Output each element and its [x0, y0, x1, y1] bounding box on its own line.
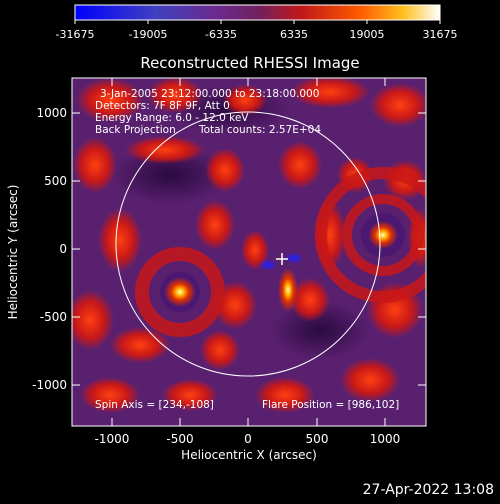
- colorbar-tick-label: -6335: [205, 28, 237, 41]
- x-tick-label: -500: [166, 432, 193, 446]
- y-axis-label: Heliocentric Y (arcsec): [6, 185, 20, 320]
- colorbar-ticks: -31675 -19005 -6335 6335 19005 31675: [56, 20, 458, 41]
- x-tick-label: -1000: [95, 432, 130, 446]
- y-tick-label: 0: [59, 242, 67, 256]
- x-tick-label: 0: [244, 432, 252, 446]
- colorbar-tick-label: 31675: [423, 28, 458, 41]
- energy-range-text: Energy Range: 6.0 - 12.0 keV: [95, 112, 249, 124]
- detectors-text: Detectors: 7F 8F 9F, Att 0: [95, 100, 230, 112]
- total-counts-text: Total counts: 2.57E+04: [198, 124, 321, 136]
- x-tick-label: 500: [306, 432, 329, 446]
- rhessi-map: [72, 78, 426, 426]
- y-tick-label: -500: [40, 310, 67, 324]
- time-range-text: 3-Jan-2005 23:12:00.000 to 23:18:00.000: [100, 88, 319, 100]
- colorbar-tick-label: 19005: [350, 28, 385, 41]
- y-tick-label: -1000: [32, 378, 67, 392]
- colorbar: [74, 4, 441, 21]
- solar-limb: [115, 111, 381, 377]
- colorbar-tick-label: 6335: [280, 28, 308, 41]
- colorbar-tick-label: -19005: [129, 28, 168, 41]
- flare-position-text: Flare Position = [986,102]: [262, 399, 399, 411]
- y-axis: 1000 500 0 -500 -1000 Heliocentric Y (ar…: [6, 106, 426, 392]
- x-tick-label: 1000: [370, 432, 401, 446]
- timestamp: 27-Apr-2022 13:08: [363, 482, 494, 498]
- colorbar-tick-label: -31675: [56, 28, 95, 41]
- x-axis-label: Heliocentric X (arcsec): [181, 448, 317, 462]
- info-annotations: 3-Jan-2005 23:12:00.000 to 23:18:00.000 …: [95, 88, 399, 411]
- y-tick-label: 1000: [36, 106, 67, 120]
- flare-source: [368, 221, 398, 249]
- y-tick-label: 500: [44, 174, 67, 188]
- plot-title: Reconstructed RHESSI Image: [140, 54, 359, 72]
- source-center: [278, 268, 298, 312]
- method-text: Back Projection: [95, 124, 176, 136]
- spin-axis-text: Spin Axis = [234,-108]: [95, 399, 214, 411]
- source-left: [164, 277, 196, 307]
- x-axis: -1000 -500 0 500 1000 Heliocentric X (ar…: [95, 78, 401, 462]
- plot-frame: [71, 77, 427, 427]
